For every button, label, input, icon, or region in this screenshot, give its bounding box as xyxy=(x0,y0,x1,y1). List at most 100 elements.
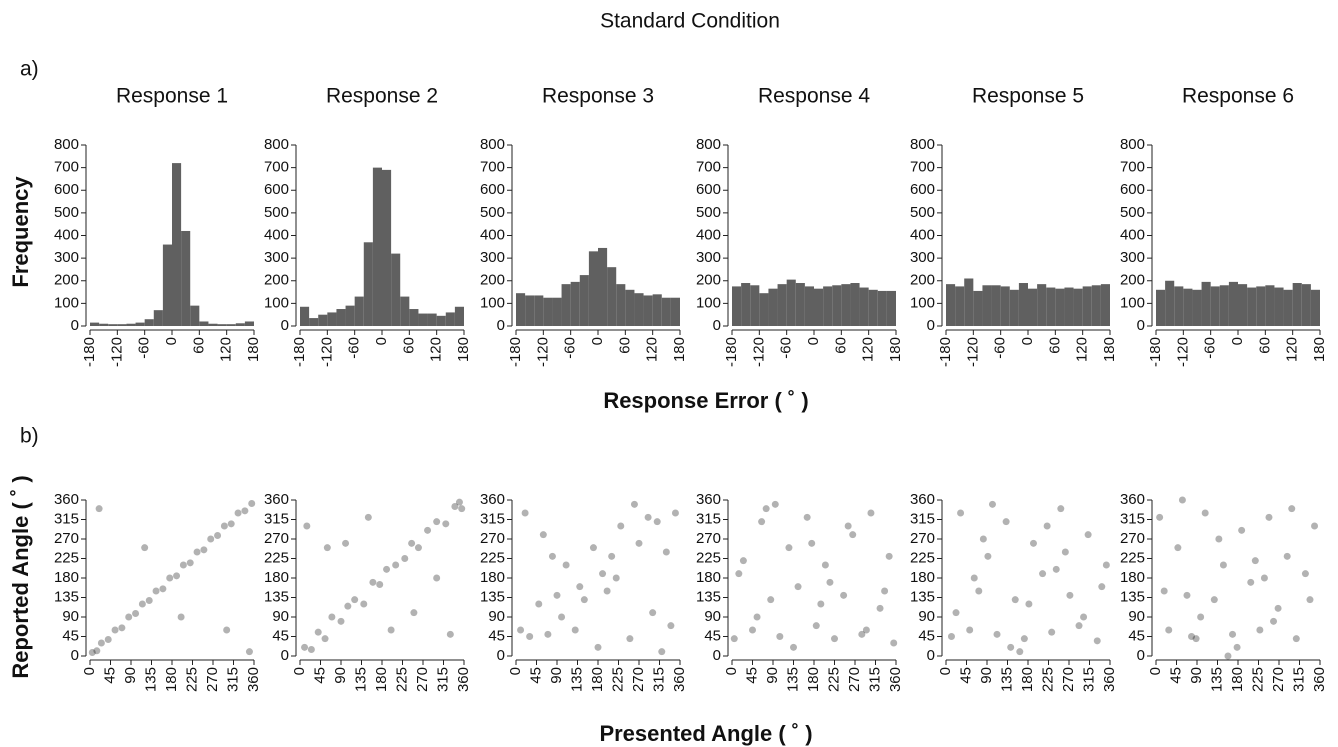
point xyxy=(200,546,208,554)
point xyxy=(1043,522,1051,530)
x-tick-label: -180 xyxy=(81,337,98,367)
x-tick-label: -180 xyxy=(507,337,524,367)
x-tick-label: -60 xyxy=(346,337,363,359)
point xyxy=(758,518,766,526)
y-tick-label: 100 xyxy=(264,294,289,311)
point xyxy=(360,600,368,608)
x-tick-label: 90 xyxy=(764,667,781,684)
point xyxy=(223,626,231,634)
point xyxy=(351,596,359,604)
point xyxy=(553,591,561,599)
x-tick-label: 135 xyxy=(352,667,369,692)
x-tick-label: 120 xyxy=(860,337,877,362)
bar xyxy=(363,242,373,326)
bar xyxy=(1156,289,1166,326)
point xyxy=(1210,596,1218,604)
point xyxy=(145,597,153,605)
point xyxy=(1016,648,1024,656)
x-tick-label: 180 xyxy=(373,667,390,692)
bar xyxy=(153,310,163,326)
bar xyxy=(327,312,337,326)
y-tick-label: 300 xyxy=(1120,249,1145,266)
x-tick-label: 225 xyxy=(1039,667,1056,692)
x-tick-label: 180 xyxy=(1229,667,1246,692)
y-tick-label: 135 xyxy=(910,588,935,605)
x-tick-label: 225 xyxy=(825,667,842,692)
point xyxy=(451,503,459,510)
x-tick-label: 135 xyxy=(998,667,1015,692)
x-tick-label: 60 xyxy=(190,337,207,354)
point xyxy=(458,505,466,513)
x-tick-label: 60 xyxy=(400,337,417,354)
bar xyxy=(1174,286,1184,326)
bar xyxy=(1165,280,1175,326)
x-axis-label: Response Error ( ˚ ) xyxy=(603,388,808,413)
point xyxy=(401,555,409,562)
bar xyxy=(768,288,778,326)
y-tick-label: 600 xyxy=(54,181,79,198)
y-tick-label: 0 xyxy=(1137,317,1145,334)
y-tick-label: 500 xyxy=(54,204,79,221)
bar xyxy=(991,285,1001,326)
y-tick-label: 400 xyxy=(264,226,289,243)
point xyxy=(1270,617,1278,625)
x-tick-label: 180 xyxy=(245,337,262,362)
y-tick-label: 400 xyxy=(910,226,935,243)
y-tick-label: 90 xyxy=(704,608,721,625)
y-tick-label: 135 xyxy=(264,588,289,605)
y-tick-label: 600 xyxy=(696,181,721,198)
point xyxy=(671,509,679,517)
chart-title: Response 6 xyxy=(1182,85,1294,108)
bar xyxy=(741,283,751,326)
point xyxy=(433,574,441,582)
point xyxy=(1251,557,1259,565)
x-tick-label: 270 xyxy=(1060,667,1077,692)
point xyxy=(885,552,893,560)
y-tick-label: 700 xyxy=(910,159,935,176)
y-tick-label: 700 xyxy=(696,159,721,176)
bar xyxy=(235,323,245,326)
y-tick-label: 800 xyxy=(910,136,935,153)
point xyxy=(1098,583,1106,591)
bar xyxy=(552,297,562,326)
x-tick-label: 360 xyxy=(887,667,904,692)
y-tick-label: 225 xyxy=(1120,549,1145,566)
bar xyxy=(777,284,787,326)
point xyxy=(599,570,607,578)
x-tick-label: 180 xyxy=(455,337,472,362)
point xyxy=(753,613,761,621)
point xyxy=(644,513,652,521)
x-tick-label: 45 xyxy=(527,667,544,684)
x-tick-label: 120 xyxy=(644,337,661,362)
bar xyxy=(579,275,589,326)
chart-title: Response 3 xyxy=(542,85,654,108)
bar xyxy=(199,321,209,326)
point xyxy=(186,559,194,567)
x-tick-label: 45 xyxy=(1167,667,1184,684)
x-tick-label: 360 xyxy=(245,667,262,692)
x-tick-label: 90 xyxy=(548,667,565,684)
point xyxy=(831,635,838,643)
point xyxy=(1057,505,1065,513)
x-tick-label: -60 xyxy=(136,337,153,359)
x-tick-label: -60 xyxy=(778,337,795,359)
x-tick-label: 270 xyxy=(204,667,221,692)
point xyxy=(1274,604,1282,612)
point xyxy=(1215,535,1223,543)
point xyxy=(771,500,779,508)
y-tick-label: 270 xyxy=(910,530,935,547)
point xyxy=(526,633,534,640)
bar xyxy=(1228,281,1238,326)
point xyxy=(844,522,852,530)
point xyxy=(1188,633,1196,640)
point xyxy=(245,648,253,656)
bar xyxy=(117,324,127,326)
bar xyxy=(598,247,608,326)
y-tick-label: 180 xyxy=(54,569,79,586)
y-tick-label: 400 xyxy=(54,226,79,243)
point xyxy=(179,561,187,569)
point xyxy=(383,565,391,573)
y-tick-label: 270 xyxy=(480,530,505,547)
y-tick-label: 500 xyxy=(264,204,289,221)
point xyxy=(862,626,870,634)
